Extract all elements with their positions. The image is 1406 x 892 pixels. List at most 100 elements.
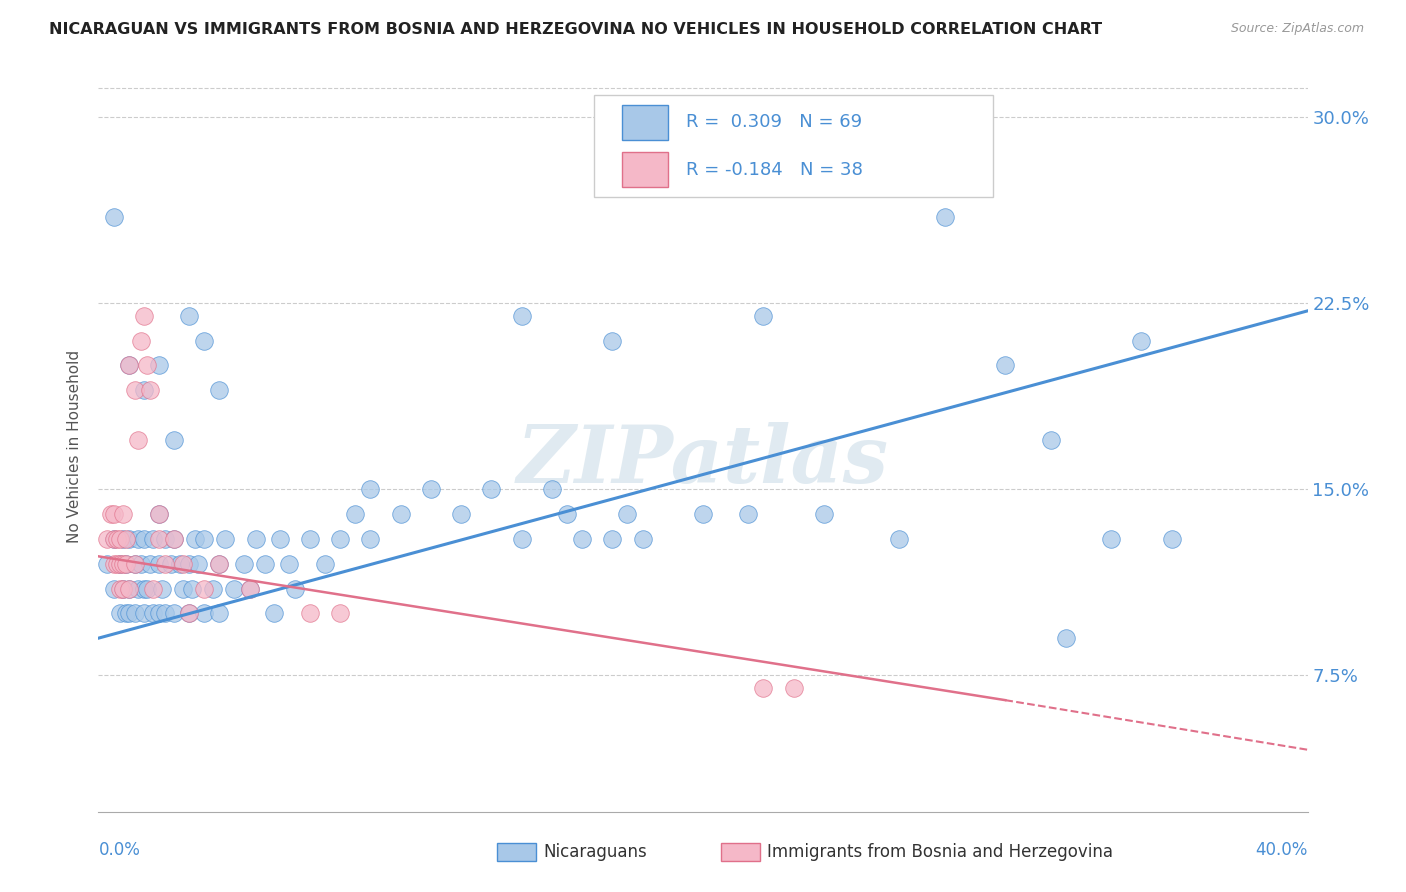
Text: R = -0.184   N = 38: R = -0.184 N = 38 bbox=[686, 161, 863, 179]
Point bbox=[129, 334, 152, 348]
FancyBboxPatch shape bbox=[595, 95, 993, 197]
Point bbox=[889, 532, 911, 546]
Point bbox=[163, 607, 186, 621]
Point bbox=[139, 557, 162, 571]
Point bbox=[127, 532, 149, 546]
Text: R =  0.309   N = 69: R = 0.309 N = 69 bbox=[686, 113, 862, 131]
Point bbox=[284, 582, 307, 596]
Point bbox=[208, 557, 231, 571]
Point bbox=[813, 507, 835, 521]
Point bbox=[148, 507, 170, 521]
Point bbox=[103, 532, 125, 546]
Point bbox=[118, 532, 141, 546]
Point bbox=[179, 557, 201, 571]
Point bbox=[752, 681, 775, 695]
Point bbox=[103, 582, 125, 596]
Point bbox=[181, 582, 204, 596]
Point bbox=[135, 359, 157, 373]
Point bbox=[96, 532, 118, 546]
Point bbox=[389, 507, 412, 521]
Text: Nicaraguans: Nicaraguans bbox=[543, 843, 647, 861]
Point bbox=[510, 532, 533, 546]
Bar bbox=[621, 104, 668, 140]
Point bbox=[153, 557, 176, 571]
Point bbox=[96, 557, 118, 571]
Point bbox=[105, 532, 128, 546]
Point bbox=[169, 557, 191, 571]
Point bbox=[1160, 532, 1182, 546]
Text: NICARAGUAN VS IMMIGRANTS FROM BOSNIA AND HERZEGOVINA NO VEHICLES IN HOUSEHOLD CO: NICARAGUAN VS IMMIGRANTS FROM BOSNIA AND… bbox=[49, 22, 1102, 37]
Point bbox=[193, 334, 215, 348]
Point bbox=[103, 532, 125, 546]
Point bbox=[111, 582, 134, 596]
Point bbox=[111, 532, 134, 546]
Point bbox=[108, 557, 131, 571]
Point bbox=[783, 681, 806, 695]
Point bbox=[737, 507, 759, 521]
Point bbox=[103, 210, 125, 224]
Point bbox=[263, 607, 285, 621]
Point bbox=[179, 607, 201, 621]
Point bbox=[208, 607, 231, 621]
Text: 40.0%: 40.0% bbox=[1256, 841, 1308, 859]
Point bbox=[111, 557, 134, 571]
Point bbox=[142, 582, 165, 596]
Point bbox=[163, 532, 186, 546]
Point bbox=[208, 557, 231, 571]
Point bbox=[148, 507, 170, 521]
Point bbox=[148, 557, 170, 571]
Point bbox=[108, 532, 131, 546]
Point bbox=[360, 532, 382, 546]
Point bbox=[299, 607, 322, 621]
Point bbox=[245, 532, 267, 546]
Point bbox=[602, 532, 624, 546]
Point bbox=[193, 607, 215, 621]
Text: ZIPatlas: ZIPatlas bbox=[517, 422, 889, 500]
Point bbox=[124, 607, 146, 621]
Point bbox=[1039, 433, 1062, 447]
Point bbox=[208, 383, 231, 397]
Point bbox=[934, 210, 956, 224]
Point bbox=[100, 507, 122, 521]
Point bbox=[148, 532, 170, 546]
Point bbox=[193, 532, 215, 546]
Point bbox=[163, 433, 186, 447]
Point bbox=[555, 507, 578, 521]
Point bbox=[118, 359, 141, 373]
Text: Source: ZipAtlas.com: Source: ZipAtlas.com bbox=[1230, 22, 1364, 36]
Point bbox=[111, 582, 134, 596]
Point bbox=[172, 582, 194, 596]
Point bbox=[108, 582, 131, 596]
Point bbox=[1054, 631, 1077, 645]
Point bbox=[277, 557, 299, 571]
Point bbox=[142, 607, 165, 621]
Point bbox=[692, 507, 714, 521]
Point bbox=[752, 309, 775, 323]
Point bbox=[148, 607, 170, 621]
Point bbox=[132, 607, 155, 621]
Bar bbox=[498, 843, 536, 861]
Point bbox=[129, 557, 152, 571]
Point bbox=[114, 557, 136, 571]
Point bbox=[132, 309, 155, 323]
Point bbox=[450, 507, 472, 521]
Point bbox=[193, 582, 215, 596]
Point bbox=[132, 383, 155, 397]
Point bbox=[118, 607, 141, 621]
Point bbox=[420, 483, 443, 497]
Point bbox=[103, 507, 125, 521]
Point bbox=[103, 557, 125, 571]
Point bbox=[148, 359, 170, 373]
Point bbox=[132, 582, 155, 596]
Point bbox=[214, 532, 236, 546]
Point bbox=[179, 607, 201, 621]
Point bbox=[232, 557, 254, 571]
Point bbox=[481, 483, 503, 497]
Point bbox=[187, 557, 209, 571]
Y-axis label: No Vehicles in Household: No Vehicles in Household bbox=[67, 350, 83, 542]
Point bbox=[239, 582, 262, 596]
Point bbox=[108, 557, 131, 571]
Text: Immigrants from Bosnia and Herzegovina: Immigrants from Bosnia and Herzegovina bbox=[768, 843, 1114, 861]
Point bbox=[994, 359, 1017, 373]
Point bbox=[360, 483, 382, 497]
